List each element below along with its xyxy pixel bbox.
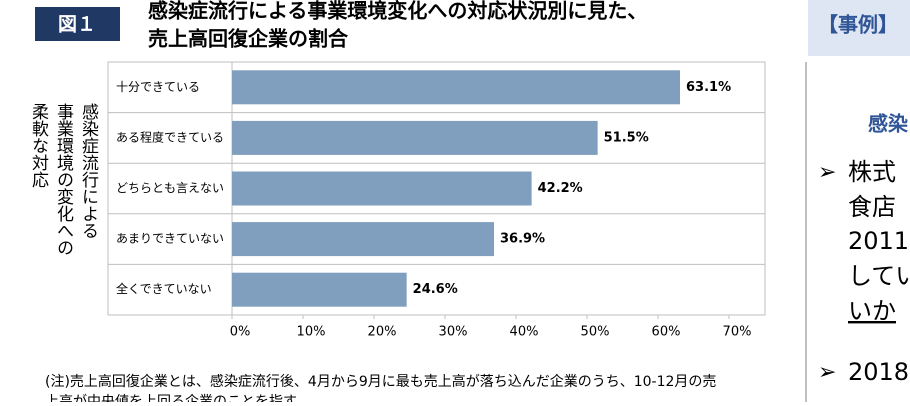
x-tick-label: 60% — [652, 325, 681, 340]
plot-frame — [107, 61, 766, 316]
note: (注)売上高回復企業とは、感染症流行後、4月から9月に最も売上高が落ち込んだ企業… — [45, 373, 716, 390]
y-axis-label: 柔軟な対応 — [28, 103, 49, 188]
bar — [232, 272, 407, 307]
value-label: 42.2% — [538, 181, 583, 196]
value-label: 24.6% — [413, 282, 458, 297]
bar — [232, 171, 532, 206]
value-label: 63.1% — [686, 80, 731, 95]
chart-title: 売上高回復企業の割合 — [148, 27, 349, 51]
x-tick-label: 50% — [581, 325, 610, 340]
x-tick-label: 70% — [723, 325, 752, 340]
badge: 図１ — [58, 14, 96, 36]
x-tick-label: 40% — [510, 325, 539, 340]
y-tick-label: どちらとも言えない — [116, 181, 224, 195]
bar — [232, 120, 598, 155]
bullet-text: 2018 — [848, 358, 909, 386]
bar — [232, 70, 681, 105]
note: 上高が中央値を上回る企業のことを指す。 — [45, 393, 310, 402]
y-tick-label: 十分できている — [116, 80, 200, 94]
bullet-text: 食店 — [848, 193, 896, 221]
side-subtitle: 感染 — [868, 112, 909, 136]
x-tick-label: 10% — [297, 325, 326, 340]
y-tick-label: 全くできていない — [116, 281, 212, 296]
bullet-text: 株式 — [848, 158, 896, 186]
badge-box — [35, 7, 120, 41]
bar — [232, 222, 494, 257]
x-tick-label: 0% — [230, 325, 251, 340]
bullet-text: 2011 — [848, 227, 909, 255]
y-tick-label: ある程度できている — [116, 129, 224, 144]
value-label: 36.9% — [500, 232, 545, 247]
bullet-marker: ➢ — [818, 160, 836, 185]
value-label: 51.5% — [604, 130, 649, 145]
y-axis-label: 感染症流行による — [78, 103, 99, 239]
x-tick-label: 20% — [368, 325, 397, 340]
bullet-text: してい — [848, 262, 910, 290]
side-header-box — [808, 0, 910, 56]
bullet-text: いか — [848, 297, 896, 325]
bullet-marker: ➢ — [818, 360, 836, 385]
x-tick-label: 30% — [439, 325, 468, 340]
y-tick-label: あまりできていない — [116, 232, 224, 246]
chart-title: 感染症流行による事業環境変化への対応状況別に見た、 — [148, 0, 647, 23]
y-axis-label: 事業環境の変化への — [53, 103, 74, 256]
side-header: 【事例】 — [818, 13, 898, 37]
